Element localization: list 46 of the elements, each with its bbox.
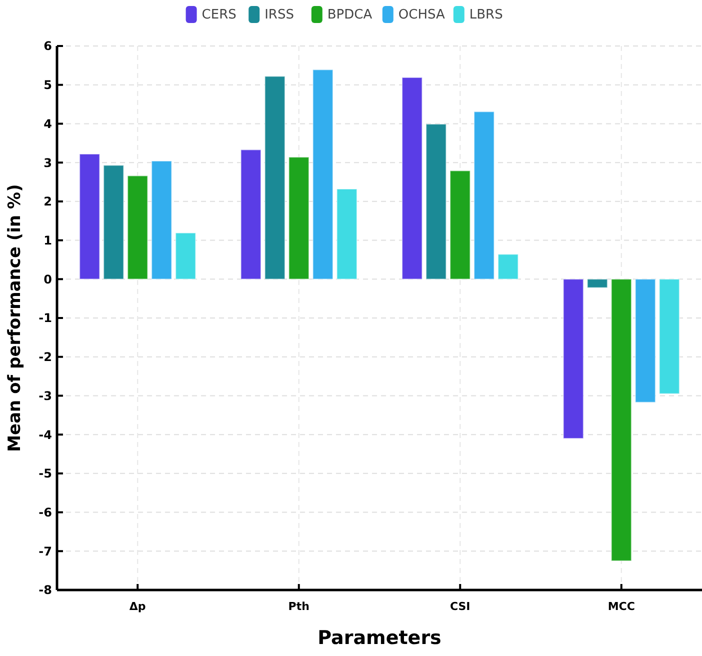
bar [79, 154, 100, 280]
y-tick-label: 2 [44, 194, 52, 209]
y-tick-label: -1 [38, 311, 52, 326]
legend-label: LBRS [469, 8, 503, 23]
bar [288, 156, 310, 280]
bar [426, 124, 447, 280]
bar [450, 170, 471, 280]
x-tick-label: CSI [450, 600, 470, 613]
bar [240, 149, 262, 280]
y-axis-title: Mean of performance (in %) [5, 184, 25, 452]
legend-label: CERS [202, 8, 236, 23]
y-tick-label: -2 [38, 350, 52, 364]
legend-label: BPDCA [327, 8, 372, 23]
bar [402, 76, 423, 280]
bar [634, 278, 656, 403]
y-tick-label: 6 [44, 39, 52, 54]
x-tick-label: Δp [129, 600, 146, 613]
y-tick-label: -4 [38, 428, 52, 442]
bar [498, 254, 519, 280]
legend-label: IRSS [264, 8, 294, 23]
y-tick-label: -8 [38, 583, 52, 598]
y-tick-label: 0 [44, 272, 52, 286]
bar [474, 111, 495, 280]
y-tick-label: 1 [44, 233, 52, 248]
bar [336, 188, 358, 280]
bar [264, 76, 286, 280]
x-tick-label: Pth [288, 600, 310, 613]
x-tick-label: MCC [608, 600, 635, 613]
bar [312, 69, 334, 280]
y-tick-label: -7 [38, 544, 52, 558]
y-tick-label: 4 [44, 116, 52, 131]
y-tick-label: 3 [44, 156, 52, 170]
bar [175, 232, 196, 280]
bar [151, 160, 172, 280]
x-axis-title: Parameters [318, 627, 442, 649]
y-tick-label: -6 [38, 505, 52, 520]
y-tick-label: -3 [38, 388, 52, 403]
bar [103, 164, 124, 280]
bar [562, 278, 584, 439]
y-tick-label: 5 [44, 78, 52, 92]
y-tick-label: -5 [38, 466, 52, 481]
bar [127, 175, 148, 280]
bar [610, 278, 632, 562]
bar [586, 278, 608, 288]
bar [658, 278, 680, 394]
legend-label: OCHSA [398, 8, 445, 23]
